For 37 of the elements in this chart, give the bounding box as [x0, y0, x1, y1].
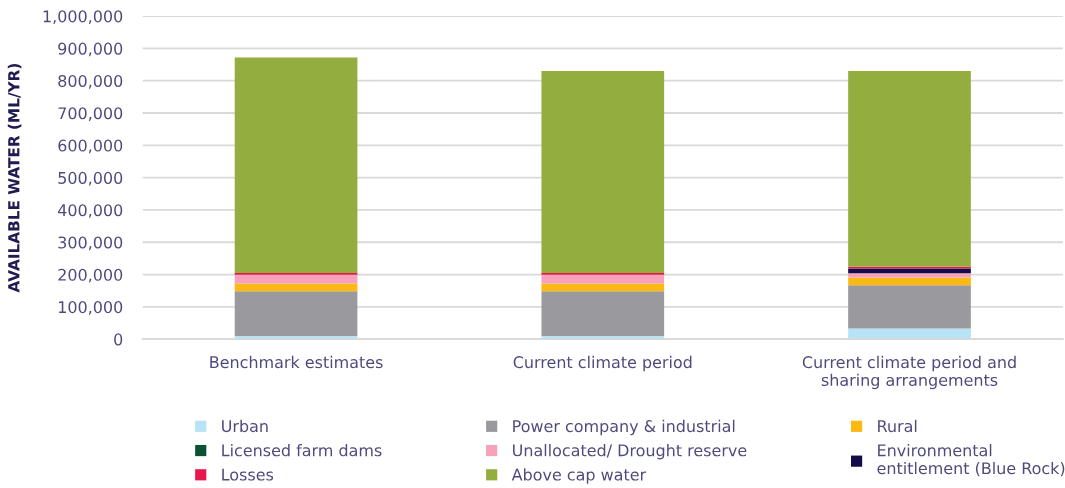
bar — [234, 291, 358, 336]
bar — [848, 285, 971, 329]
y-tick-label: 900,000 — [58, 42, 123, 57]
y-tick-label: 300,000 — [58, 236, 123, 251]
bar — [848, 328, 971, 340]
y-tick-label: 500,000 — [58, 171, 123, 186]
y-tick-label: 1,000,000 — [43, 10, 123, 25]
legend-label: Rural — [878, 419, 917, 433]
y-tick-label: 400,000 — [58, 204, 123, 218]
x-tick-label: Current climate period and sharing arrangements — [802, 355, 1016, 390]
legend-label: Above cap water — [511, 468, 647, 484]
bar — [848, 277, 971, 286]
y-tick-label: 600,000 — [58, 139, 123, 154]
legend-label: Urban — [222, 419, 268, 433]
bar — [848, 268, 971, 274]
legend-label: Unallocated/ Drought reserve — [513, 444, 747, 460]
y-axis-title: AVAILABLE WATER (ML/YR) — [7, 64, 22, 293]
y-tick-label: 200,000 — [58, 268, 123, 283]
bar — [541, 283, 665, 292]
y-tick-label: 700,000 — [58, 107, 123, 121]
bar — [541, 291, 665, 336]
legend-label: Licensed farm dams — [222, 444, 382, 457]
y-tick-label: 0 — [114, 333, 123, 346]
bar — [541, 71, 665, 273]
bar — [234, 283, 358, 292]
bar — [848, 273, 971, 278]
y-tick-label: 100,000 — [58, 301, 123, 315]
bar — [848, 71, 971, 267]
legend-label: Losses — [222, 468, 274, 481]
y-tick-label: 800,000 — [58, 74, 123, 89]
legend-label: Environmental entitlement (Blue Rock) — [877, 444, 1065, 477]
bar — [234, 57, 358, 273]
bar — [541, 274, 665, 284]
x-tick-label: Benchmark estimates — [210, 355, 383, 369]
bar — [234, 274, 358, 284]
x-tick-label: Current climate period — [513, 355, 692, 372]
legend-label: Power company & industrial — [513, 419, 735, 436]
